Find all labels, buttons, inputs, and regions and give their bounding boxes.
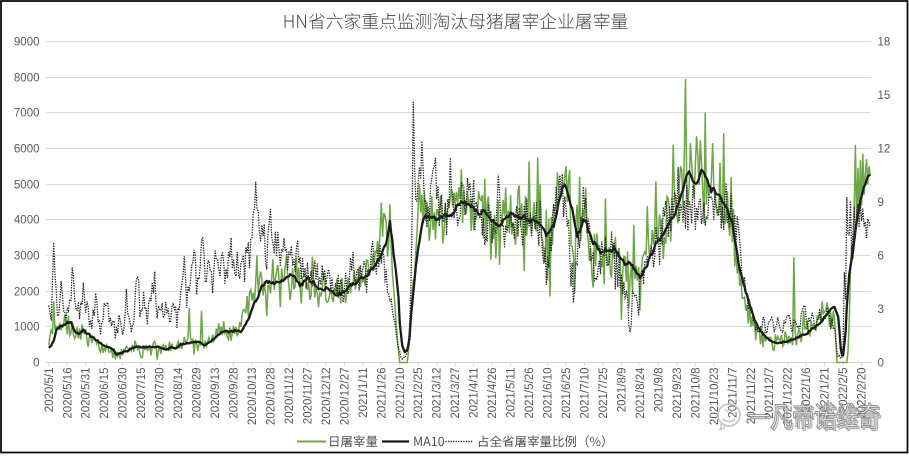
- svg-text:2021/6/10: 2021/6/10: [543, 368, 555, 419]
- svg-text:2021/10/8: 2021/10/8: [690, 368, 702, 419]
- svg-text:2021/4/26: 2021/4/26: [487, 368, 499, 419]
- svg-text:2020/12/12: 2020/12/12: [321, 368, 333, 426]
- svg-text:15: 15: [878, 90, 891, 102]
- svg-text:2021/2/25: 2021/2/25: [413, 368, 425, 419]
- svg-text:2021/12/7: 2021/12/7: [764, 368, 776, 419]
- svg-text:0: 0: [33, 358, 39, 370]
- svg-text:2021/6/25: 2021/6/25: [561, 368, 573, 419]
- svg-text:2021/11/7: 2021/11/7: [727, 368, 739, 418]
- svg-text:2022/2/5: 2022/2/5: [838, 368, 850, 413]
- svg-text:2020/11/27: 2020/11/27: [302, 368, 314, 425]
- svg-text:2021/8/24: 2021/8/24: [635, 367, 647, 419]
- svg-text:8000: 8000: [14, 73, 40, 85]
- svg-text:2020/8/14: 2020/8/14: [173, 367, 185, 419]
- svg-text:2020/5/1: 2020/5/1: [44, 368, 56, 413]
- svg-text:2021/4/11: 2021/4/11: [469, 368, 481, 418]
- svg-text:6: 6: [878, 251, 884, 263]
- svg-text:5000: 5000: [14, 180, 40, 192]
- svg-text:2021/5/26: 2021/5/26: [524, 368, 536, 419]
- svg-text:2021/9/23: 2021/9/23: [672, 368, 684, 419]
- svg-text:2021/3/12: 2021/3/12: [432, 368, 444, 419]
- svg-text:2020/10/28: 2020/10/28: [266, 368, 278, 426]
- svg-text:9: 9: [878, 197, 884, 209]
- svg-text:2020/7/15: 2020/7/15: [136, 368, 148, 419]
- svg-text:2020/12/27: 2020/12/27: [339, 368, 351, 426]
- svg-text:2020/5/16: 2020/5/16: [62, 368, 74, 419]
- svg-text:2021/7/25: 2021/7/25: [598, 368, 610, 419]
- svg-text:2020/7/30: 2020/7/30: [155, 368, 167, 419]
- svg-text:18: 18: [878, 37, 891, 49]
- svg-text:2021/3/27: 2021/3/27: [450, 368, 462, 419]
- svg-text:2021/8/9: 2021/8/9: [616, 368, 628, 413]
- svg-text:2021/1/11: 2021/1/11: [358, 368, 370, 418]
- svg-text:2020/8/29: 2020/8/29: [192, 368, 204, 419]
- svg-text:6000: 6000: [14, 144, 40, 156]
- svg-text:4000: 4000: [14, 215, 40, 227]
- svg-text:1000: 1000: [14, 322, 40, 334]
- svg-text:3: 3: [878, 304, 884, 316]
- svg-text:2020/6/30: 2020/6/30: [118, 368, 130, 419]
- svg-text:2000: 2000: [14, 287, 40, 299]
- svg-text:2020/5/31: 2020/5/31: [81, 368, 93, 419]
- svg-text:7000: 7000: [14, 108, 40, 120]
- svg-text:2021/10/23: 2021/10/23: [709, 368, 721, 426]
- svg-text:2022/1/6: 2022/1/6: [801, 368, 813, 413]
- svg-text:2021/11/22: 2021/11/22: [746, 368, 758, 425]
- svg-text:2020/11/12: 2020/11/12: [284, 368, 296, 425]
- svg-text:2021/9/8: 2021/9/8: [653, 368, 665, 413]
- svg-text:2020/9/13: 2020/9/13: [210, 368, 222, 419]
- svg-text:2020/10/13: 2020/10/13: [247, 368, 259, 426]
- svg-text:2021/1/26: 2021/1/26: [376, 368, 388, 419]
- svg-text:12: 12: [878, 144, 891, 156]
- svg-text:2021/5/11: 2021/5/11: [506, 368, 518, 418]
- svg-text:2020/6/15: 2020/6/15: [99, 368, 111, 419]
- svg-text:0: 0: [878, 358, 884, 370]
- svg-text:3000: 3000: [14, 251, 40, 263]
- svg-text:2021/7/10: 2021/7/10: [580, 368, 592, 419]
- svg-text:2021/2/10: 2021/2/10: [395, 368, 407, 419]
- svg-text:2020/9/28: 2020/9/28: [229, 368, 241, 419]
- svg-text:9000: 9000: [14, 37, 40, 49]
